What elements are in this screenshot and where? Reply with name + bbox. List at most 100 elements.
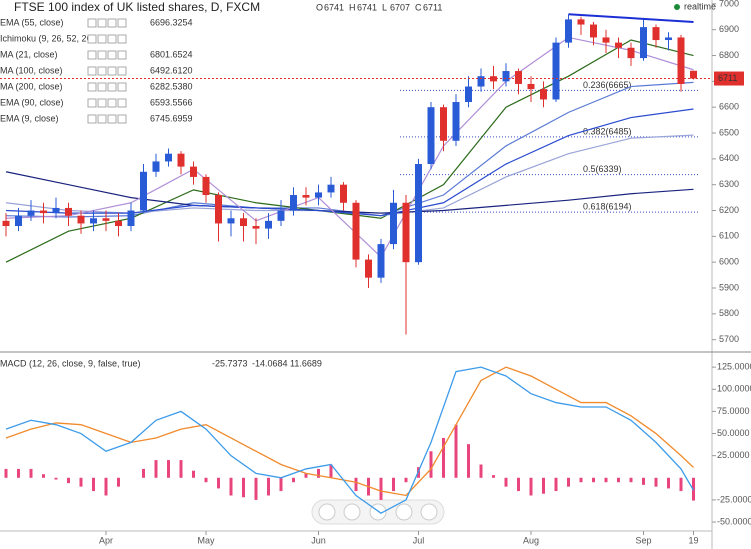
macd-histogram-bar (92, 477, 95, 492)
y-tick-label: 5800 (719, 308, 739, 318)
candle-body (352, 202, 360, 260)
macd-signal-line (5, 366, 694, 497)
candle-body (515, 71, 522, 84)
legend-value: 6282.5380 (150, 81, 193, 91)
macd-histogram-bar (329, 464, 333, 478)
legend-value: 6745.6959 (150, 113, 193, 123)
candle-body (502, 71, 510, 82)
x-tick-label: 19 (688, 535, 698, 545)
candle-body (252, 226, 260, 229)
macd-histogram-bar (442, 437, 445, 478)
ohlc-value: 6707 (390, 2, 410, 12)
macd-y-tick-label: 75.0000 (717, 406, 750, 416)
macd-y-tick-label: 100.0000 (717, 384, 751, 394)
candle-body (127, 210, 135, 227)
macd-histogram-bar (517, 477, 520, 492)
zoom-out-button[interactable] (343, 503, 361, 521)
macd-histogram-bar (279, 477, 283, 492)
legend-name: MA (21, close) (0, 49, 58, 59)
legend-name: Ichimoku (9, 26, 52, 26) (0, 33, 95, 43)
candle-body (627, 47, 635, 59)
candle-body (340, 184, 347, 203)
indicator-line (5, 39, 694, 263)
macd-histogram-bar (379, 477, 383, 500)
macd-histogram-bar (454, 424, 458, 478)
legend-value: 6492.6120 (150, 65, 193, 75)
candle-body (265, 220, 272, 229)
candle-body (90, 218, 97, 224)
legend-icon (87, 34, 97, 44)
macd-histogram-bar (479, 464, 483, 478)
candle-body (415, 164, 422, 263)
legend-icon (97, 50, 107, 60)
macd-signal-value: 11.6689 (290, 358, 322, 368)
y-tick-label: 6300 (719, 179, 739, 189)
ohlc-value: 6741 (324, 2, 344, 12)
candle-body (140, 171, 147, 211)
macd-histogram-bar (229, 477, 233, 496)
y-tick-label: 6500 (719, 127, 739, 137)
macd-histogram-bar (142, 468, 145, 478)
legend-icon (87, 98, 97, 108)
ohlc-letter: O (316, 2, 323, 12)
scroll-right-button[interactable] (420, 503, 438, 521)
macd-title: MACD (12, 26, close, 9, false, true) (0, 358, 141, 368)
legend-icon (117, 114, 127, 124)
legend-value: 6801.6524 (150, 49, 193, 59)
last-price-box (714, 71, 744, 86)
macd-histogram-bar (17, 468, 20, 478)
macd-macd-line (5, 366, 695, 514)
candle-body (302, 195, 310, 198)
y-tick-label: 7000 (719, 0, 739, 8)
zoom-in-button[interactable] (395, 503, 413, 521)
macd-histogram-bar (617, 477, 620, 483)
candle-body (227, 218, 235, 224)
last-price-label: 6711 (718, 73, 737, 83)
macd-histogram-bar (629, 477, 633, 483)
macd-y-tick-label: -25.0000 (717, 494, 751, 504)
macd-histogram-bar (467, 444, 470, 478)
candle-body (215, 195, 222, 224)
macd-histogram-bar (642, 477, 645, 485)
legend-icon (97, 98, 107, 108)
candle-body (577, 19, 585, 25)
macd-histogram-bar (567, 477, 570, 487)
candle-body (315, 192, 322, 198)
macd-histogram-bar (67, 477, 70, 484)
scroll-left-button[interactable] (318, 503, 336, 521)
candle-body (52, 207, 60, 214)
legend-icon (97, 114, 107, 124)
macd-histogram-bar (267, 477, 270, 496)
macd-histogram-bar (404, 477, 408, 483)
candle-body (15, 215, 22, 227)
y-tick-label: 6400 (719, 153, 739, 163)
candle-body (427, 107, 435, 165)
x-tick-label: May (197, 535, 215, 545)
macd-histogram-bar (242, 477, 245, 498)
candle-body (540, 89, 547, 100)
candle-body (440, 107, 447, 141)
candle-body (290, 195, 297, 211)
chart-title: FTSE 100 index of UK listed shares, D, F… (14, 0, 260, 14)
candle-body (690, 70, 697, 79)
macd-histogram-bar (554, 477, 558, 492)
candle-body (652, 27, 660, 41)
candle-body (40, 210, 47, 214)
candle-body (465, 86, 472, 103)
macd-histogram-bar (492, 475, 495, 478)
legend-name: EMA (55, close) (0, 17, 64, 27)
x-tick-label: Jun (311, 535, 326, 545)
macd-histogram-bar (317, 468, 320, 478)
legend-icon (97, 34, 107, 44)
legend-icon (87, 82, 97, 92)
candle-body (365, 259, 372, 278)
legend-icon (87, 66, 97, 76)
y-tick-label: 6000 (719, 257, 739, 267)
macd-histogram-bar (529, 477, 533, 496)
candle-body (377, 244, 385, 278)
candle-body (65, 207, 72, 216)
indicator-line (5, 108, 694, 217)
macd-histogram-bar (542, 477, 545, 494)
